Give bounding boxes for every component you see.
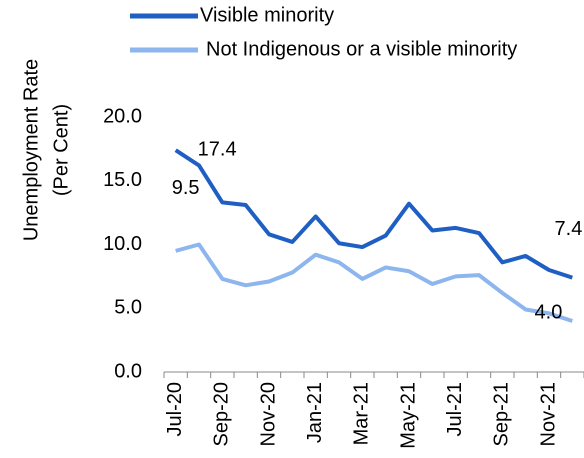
x-tick-label: Jan-21 xyxy=(304,382,326,443)
x-tick-label: Sep-20 xyxy=(211,382,233,447)
x-tick-label: Mar-21 xyxy=(351,382,373,445)
series-line xyxy=(174,148,573,280)
y-axis-title: (Per Cent) xyxy=(50,104,72,196)
y-tick-label: 20.0 xyxy=(103,105,142,127)
y-tick-label: 0.0 xyxy=(114,360,142,382)
x-tick-label: Sep-21 xyxy=(491,382,513,447)
y-tick-label: 15.0 xyxy=(103,169,142,191)
y-axis-title: Unemployment Rate xyxy=(20,59,42,241)
data-label: 17.4 xyxy=(198,138,237,160)
x-tick-label: Nov-20 xyxy=(257,382,279,446)
x-tick-label: Jul-20 xyxy=(164,382,186,436)
data-label: 7.4 xyxy=(555,218,583,240)
data-label: 4.0 xyxy=(535,301,563,323)
legend-label: Visible minority xyxy=(200,4,334,26)
x-tick-label: Nov-21 xyxy=(537,382,559,446)
legend-label: Not Indigenous or a visible minority xyxy=(206,38,517,60)
y-tick-label: 10.0 xyxy=(103,233,142,255)
y-tick-label: 5.0 xyxy=(114,297,142,319)
x-tick-label: Jul-21 xyxy=(444,382,466,436)
x-tick-label: May-21 xyxy=(397,382,419,449)
series-line xyxy=(175,242,573,323)
data-label: 9.5 xyxy=(172,177,200,199)
